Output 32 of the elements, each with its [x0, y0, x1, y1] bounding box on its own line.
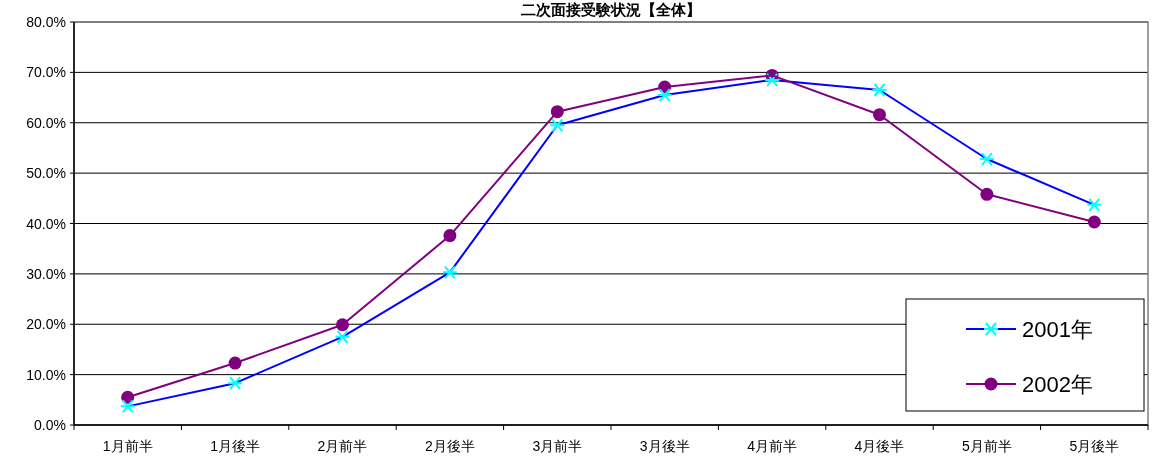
- point: [227, 376, 244, 391]
- point: [764, 72, 781, 87]
- point: [656, 88, 673, 103]
- x-tick-label: 1月後半: [210, 438, 260, 454]
- y-tick-label: 10.0%: [26, 366, 66, 383]
- y-tick-label: 20.0%: [26, 316, 66, 333]
- x-tick-label: 3月前半: [532, 438, 583, 454]
- y-tick-label: 40.0%: [26, 215, 66, 232]
- x-tick-label: 2月後半: [425, 438, 475, 454]
- y-tick-label: 0.0%: [34, 417, 66, 433]
- legend-label: 2002年: [1022, 372, 1093, 397]
- x-tick-label: 3月後半: [639, 438, 690, 454]
- point: [119, 399, 136, 414]
- point: [549, 118, 566, 133]
- chart-title: 二次面接受験状況【全体】: [521, 1, 701, 18]
- point: [1086, 197, 1103, 212]
- point: [978, 152, 995, 167]
- x-tick-label: 1月前半: [102, 438, 153, 454]
- y-tick-label: 60.0%: [26, 114, 66, 131]
- x-tick-label: 5月後半: [1069, 438, 1120, 454]
- y-tick-label: 50.0%: [26, 165, 66, 182]
- y-tick-label: 80.0%: [26, 14, 66, 30]
- x-tick-label: 4月後半: [854, 438, 905, 454]
- x-tick-label: 2月前半: [317, 438, 368, 454]
- legend-label: 2001年: [1022, 317, 1093, 342]
- x-tick-label: 4月前半: [747, 438, 797, 454]
- y-tick-label: 30.0%: [26, 265, 66, 282]
- point: [441, 265, 458, 280]
- x-tick-label: 5月前半: [962, 438, 1012, 454]
- y-tick-label: 70.0%: [26, 64, 66, 81]
- point: [334, 329, 351, 344]
- point: [871, 83, 888, 98]
